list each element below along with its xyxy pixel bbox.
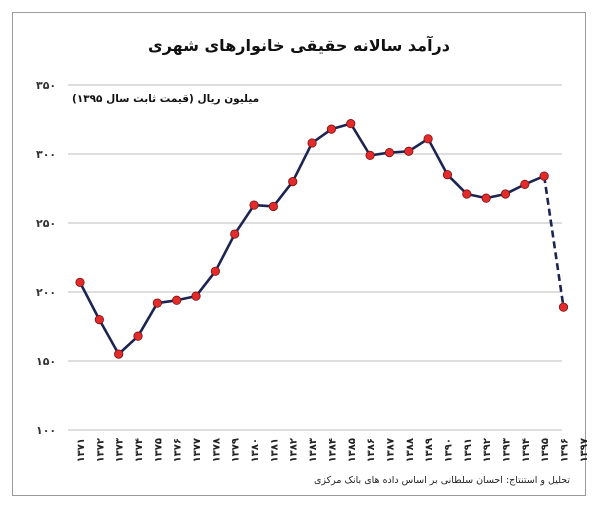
x-axis-ticks: ۱۳۷۱ ۱۳۷۲ ۱۳۷۳ ۱۳۷۴ ۱۳۷۵ ۱۳۷۶ ۱۳۷۷ ۱۳۷۸ ۱۳۷۹ ۱۳۸۰… (76, 438, 590, 462)
source-note: تحلیل و استنتاج: احسان سلطانی بر اساس دا… (313, 475, 570, 486)
x-tick-label: ۱۳۹۷ (579, 438, 590, 462)
y-tick-label: ۲۵۰ (36, 217, 56, 230)
x-tick-label: ۱۳۸۴ (327, 438, 338, 462)
y-tick-label: ۲۰۰ (36, 286, 56, 299)
y-tick-label: ۳۰۰ (36, 148, 56, 161)
chart-title: درآمد سالانه حقیقی خانوارهای شهری (148, 36, 450, 55)
data-point (539, 171, 549, 181)
x-tick-label: ۱۳۷۹ (231, 438, 242, 462)
data-point (114, 349, 124, 359)
data-point (191, 291, 201, 301)
x-tick-label: ۱۳۷۱ (76, 438, 87, 462)
series-line (78, 122, 565, 356)
data-point (210, 266, 220, 276)
data-point (365, 150, 375, 160)
series-line-solid (78, 122, 545, 356)
y-tick-label: ۳۵۰ (36, 79, 56, 92)
x-tick-label: ۱۳۸۲ (289, 438, 300, 462)
data-point (558, 302, 569, 312)
x-tick-label: ۱۳۹۰ (443, 438, 454, 462)
x-tick-label: ۱۳۹۱ (463, 438, 474, 462)
series-markers (75, 119, 569, 359)
x-tick-label: ۱۳۹۶ (560, 438, 571, 462)
data-point (75, 277, 85, 287)
data-point (230, 229, 240, 239)
x-tick-label: ۱۳۷۷ (192, 438, 203, 462)
y-axis-unit-label: میلیون ریال (قیمت ثابت سال ۱۳۹۵) (72, 93, 260, 105)
x-tick-label: ۱۳۸۸ (405, 438, 416, 462)
data-point (268, 201, 278, 212)
x-tick-label: ۱۳۸۰ (250, 438, 261, 462)
x-tick-label: ۱۳۸۵ (347, 438, 358, 462)
data-point (249, 200, 259, 210)
data-point (133, 331, 143, 341)
data-point (404, 146, 414, 156)
data-point (94, 314, 104, 325)
x-tick-label: ۱۳۸۶ (366, 438, 377, 462)
y-axis-ticks: ۱۰۰ ۱۵۰ ۲۰۰ ۲۵۰ ۳۰۰ ۳۵۰ (36, 79, 56, 437)
chart-frame (12, 12, 586, 496)
x-tick-label: ۱۳۷۸ (211, 438, 222, 462)
data-point (462, 189, 472, 199)
x-tick-label: ۱۳۸۱ (269, 438, 280, 462)
x-tick-label: ۱۳۸۹ (424, 438, 435, 462)
data-point (520, 179, 530, 189)
data-point (307, 138, 317, 148)
data-point (346, 119, 356, 129)
data-point (326, 124, 337, 134)
x-tick-label: ۱۳۷۵ (153, 438, 164, 462)
x-tick-label: ۱۳۹۴ (521, 438, 532, 462)
x-tick-label: ۱۳۹۵ (540, 438, 551, 462)
x-tick-label: ۱۳۹۳ (501, 438, 512, 462)
x-tick-label: ۱۳۹۲ (482, 438, 493, 462)
data-point (384, 148, 395, 158)
data-point (152, 298, 162, 308)
data-point (442, 170, 453, 180)
y-tick-label: ۱۰۰ (36, 424, 56, 437)
data-point (288, 177, 298, 187)
data-point (423, 134, 433, 144)
series-line-dashed (542, 175, 565, 308)
x-tick-label: ۱۳۷۳ (115, 438, 126, 462)
grid-lines (68, 84, 562, 431)
x-tick-label: ۱۳۷۶ (173, 438, 184, 462)
x-tick-label: ۱۳۷۴ (134, 438, 145, 462)
y-tick-label: ۱۵۰ (36, 355, 56, 368)
data-point (500, 189, 511, 199)
data-point (172, 295, 182, 305)
x-tick-label: ۱۳۸۷ (385, 438, 396, 462)
x-tick-label: ۱۳۷۲ (95, 438, 106, 462)
data-point (481, 193, 491, 203)
x-tick-label: ۱۳۸۳ (308, 438, 319, 462)
